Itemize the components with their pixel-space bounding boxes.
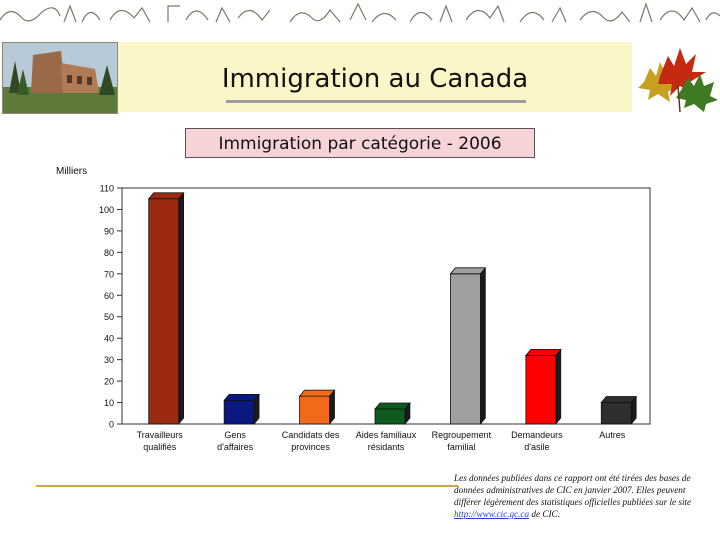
bar-side [480, 266, 486, 425]
y-tick-label: 50 [104, 312, 114, 322]
x-category-label: Travailleurs [137, 430, 184, 440]
x-category-label: Regroupement [432, 430, 492, 440]
title-band: Immigration au Canada [118, 42, 632, 112]
x-category-label: qualifiés [143, 442, 177, 452]
bar [374, 408, 406, 425]
x-category-label: Candidats des [282, 430, 340, 440]
footnote-suffix: de CIC. [529, 509, 560, 519]
page-title: Immigration au Canada [221, 64, 529, 94]
bar-top [147, 192, 185, 200]
footnote-text: Les données publiées dans ce rapport ont… [454, 473, 692, 507]
x-category-label: Demandeurs [511, 430, 563, 440]
y-axis-unit-label: Milliers [56, 166, 88, 177]
bar [600, 402, 632, 425]
bar-top [298, 389, 336, 397]
y-tick-label: 100 [99, 205, 114, 215]
footnote-link[interactable]: http://www.cic.gc.ca [454, 509, 530, 519]
x-category-label: Gens [224, 430, 246, 440]
y-tick-label: 0 [109, 420, 114, 430]
x-category-label: Aides familiaux [356, 430, 417, 440]
bar [299, 395, 330, 425]
bar-top [600, 396, 638, 403]
y-tick-label: 60 [104, 291, 114, 301]
x-category-label: d'affaires [217, 442, 254, 452]
y-tick-label: 110 [100, 184, 114, 194]
footer-divider [36, 485, 458, 487]
y-tick-label: 30 [104, 355, 114, 365]
bar-top [525, 348, 562, 356]
y-tick-label: 80 [104, 248, 114, 258]
building-photo [2, 42, 118, 114]
title-underline [226, 100, 526, 103]
bar [223, 399, 255, 425]
bar [525, 354, 557, 425]
x-category-label: familial [447, 442, 475, 452]
y-tick-label: 40 [104, 334, 114, 344]
plot-area [121, 187, 651, 425]
x-category-label: d'asile [524, 442, 549, 452]
footnote: Les données publiées dans ce rapport ont… [454, 472, 706, 520]
bar [450, 273, 481, 425]
bar-side [555, 348, 562, 425]
bar-top [449, 267, 487, 275]
x-category-label: Autres [599, 430, 626, 440]
chart-title: Immigration par catégorie - 2006 [185, 128, 535, 158]
bar-side [178, 191, 185, 425]
y-tick-label: 10 [104, 398, 114, 408]
maple-leaves-icon [638, 48, 718, 113]
bar-top [223, 394, 260, 401]
x-category-label: provinces [291, 442, 330, 452]
x-category-label: résidants [368, 442, 405, 452]
bar-top [374, 402, 411, 410]
y-tick-label: 20 [104, 377, 114, 387]
decorative-banner-strip [0, 2, 720, 23]
y-tick-label: 90 [104, 226, 114, 236]
bar [148, 198, 180, 425]
y-tick-label: 70 [104, 269, 114, 279]
